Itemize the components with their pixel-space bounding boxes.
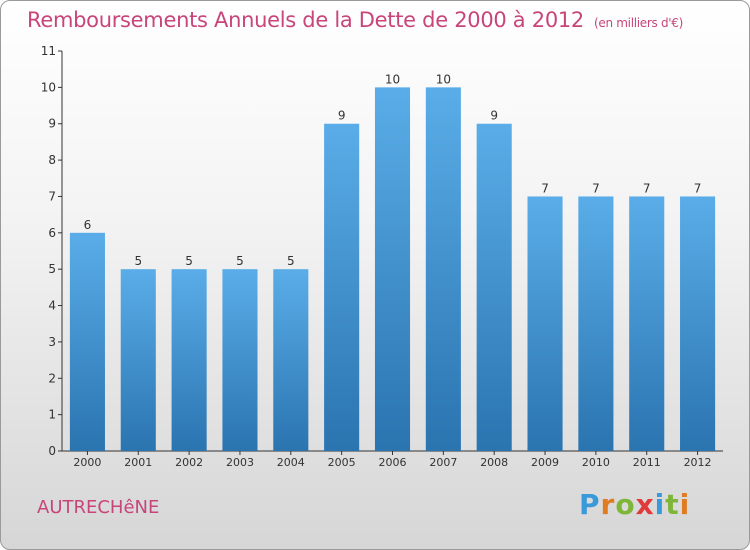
data-label-2002: 5 — [185, 254, 193, 268]
logo-letter: t — [665, 488, 680, 521]
x-tick-label-2007: 2007 — [429, 456, 457, 469]
bar-2012 — [680, 196, 716, 451]
x-tick-label-2008: 2008 — [480, 456, 508, 469]
bar-2003 — [222, 269, 258, 451]
y-tick-label: 3 — [48, 335, 56, 349]
data-label-2005: 9 — [338, 109, 346, 123]
x-tick-label-2009: 2009 — [531, 456, 559, 469]
x-tick-label-2005: 2005 — [328, 456, 356, 469]
data-label-2006: 10 — [385, 72, 400, 86]
x-tick-label-2004: 2004 — [277, 456, 305, 469]
x-tick-label-2010: 2010 — [582, 456, 610, 469]
y-tick-label: 8 — [48, 153, 56, 167]
y-tick-label: 9 — [48, 117, 56, 131]
logo-letter: P — [579, 488, 601, 521]
y-tick-label: 1 — [48, 408, 56, 422]
y-tick-label: 0 — [48, 444, 56, 458]
data-label-2010: 7 — [592, 181, 600, 195]
bar-2009 — [527, 196, 563, 451]
data-label-2012: 7 — [694, 181, 702, 195]
data-label-2003: 5 — [236, 254, 244, 268]
proxiti-logo: Proxiti — [579, 488, 690, 521]
bar-2005 — [324, 123, 360, 452]
y-tick-label: 5 — [48, 262, 56, 276]
x-tick-label-2002: 2002 — [175, 456, 203, 469]
logo-letter: i — [679, 488, 691, 521]
data-label-2009: 7 — [541, 181, 549, 195]
bar-2000 — [69, 232, 105, 451]
data-label-2011: 7 — [643, 181, 651, 195]
bar-2011 — [629, 196, 665, 451]
x-tick-label-2011: 2011 — [633, 456, 661, 469]
x-tick-label-2001: 2001 — [124, 456, 152, 469]
bar-2008 — [476, 123, 512, 452]
bar-2004 — [273, 269, 309, 451]
bar-2010 — [578, 196, 614, 451]
y-tick-label: 10 — [41, 80, 56, 94]
x-tick-label-2006: 2006 — [379, 456, 407, 469]
commune-name: AUTRECHêNE — [37, 497, 160, 518]
bar-2001 — [120, 269, 156, 451]
x-tick-label-2012: 2012 — [684, 456, 712, 469]
chart-title-text: Remboursements Annuels de la Dette de 20… — [27, 8, 584, 32]
chart-unit: (en milliers d'€) — [594, 16, 684, 30]
y-tick-label: 4 — [48, 299, 56, 313]
y-tick-label: 11 — [41, 44, 56, 58]
logo-letter: r — [600, 488, 616, 521]
logo-letter: i — [654, 488, 666, 521]
data-label-2007: 10 — [436, 72, 451, 86]
data-label-2000: 6 — [84, 218, 92, 232]
chart-title: Remboursements Annuels de la Dette de 20… — [27, 8, 683, 32]
y-tick-label: 2 — [48, 371, 56, 385]
data-label-2004: 5 — [287, 254, 295, 268]
bar-2002 — [171, 269, 207, 451]
logo-letter: o — [615, 488, 636, 521]
data-label-2008: 9 — [490, 109, 498, 123]
data-label-2001: 5 — [134, 254, 142, 268]
x-tick-label-2003: 2003 — [226, 456, 254, 469]
logo-letter: x — [635, 488, 655, 521]
bar-2007 — [425, 87, 461, 451]
y-tick-label: 6 — [48, 226, 56, 240]
bar-2006 — [374, 87, 411, 451]
y-tick-label: 7 — [48, 189, 56, 203]
x-tick-label-2000: 2000 — [73, 456, 101, 469]
